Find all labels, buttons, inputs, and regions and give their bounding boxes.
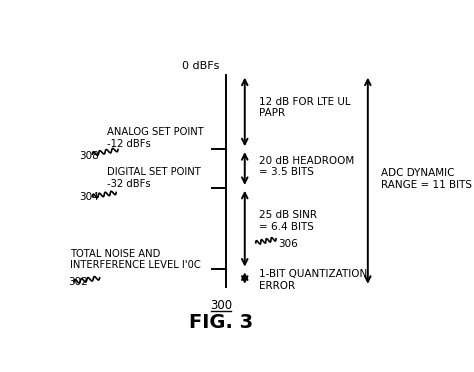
Text: 1-BIT QUANTIZATION
ERROR: 1-BIT QUANTIZATION ERROR (259, 269, 368, 291)
Text: ANALOG SET POINT
-12 dBFs: ANALOG SET POINT -12 dBFs (107, 127, 204, 148)
Text: 302: 302 (68, 278, 88, 288)
Text: ADC DYNAMIC
RANGE = 11 BITS: ADC DYNAMIC RANGE = 11 BITS (381, 169, 472, 190)
Text: 25 dB SINR
= 6.4 BITS: 25 dB SINR = 6.4 BITS (259, 210, 318, 232)
Text: 306: 306 (278, 239, 298, 249)
Text: 0 dBFs: 0 dBFs (182, 61, 219, 71)
Text: DIGITAL SET POINT
-32 dBFs: DIGITAL SET POINT -32 dBFs (107, 167, 201, 189)
Text: 304: 304 (80, 192, 99, 202)
Text: 308: 308 (80, 151, 99, 161)
Text: 300: 300 (210, 299, 232, 312)
Text: 12 dB FOR LTE UL
PAPR: 12 dB FOR LTE UL PAPR (259, 97, 351, 118)
Text: FIG. 3: FIG. 3 (189, 313, 253, 332)
Text: 20 dB HEADROOM
= 3.5 BITS: 20 dB HEADROOM = 3.5 BITS (259, 155, 355, 177)
Text: TOTAL NOISE AND
INTERFERENCE LEVEL I'0C: TOTAL NOISE AND INTERFERENCE LEVEL I'0C (70, 248, 201, 270)
